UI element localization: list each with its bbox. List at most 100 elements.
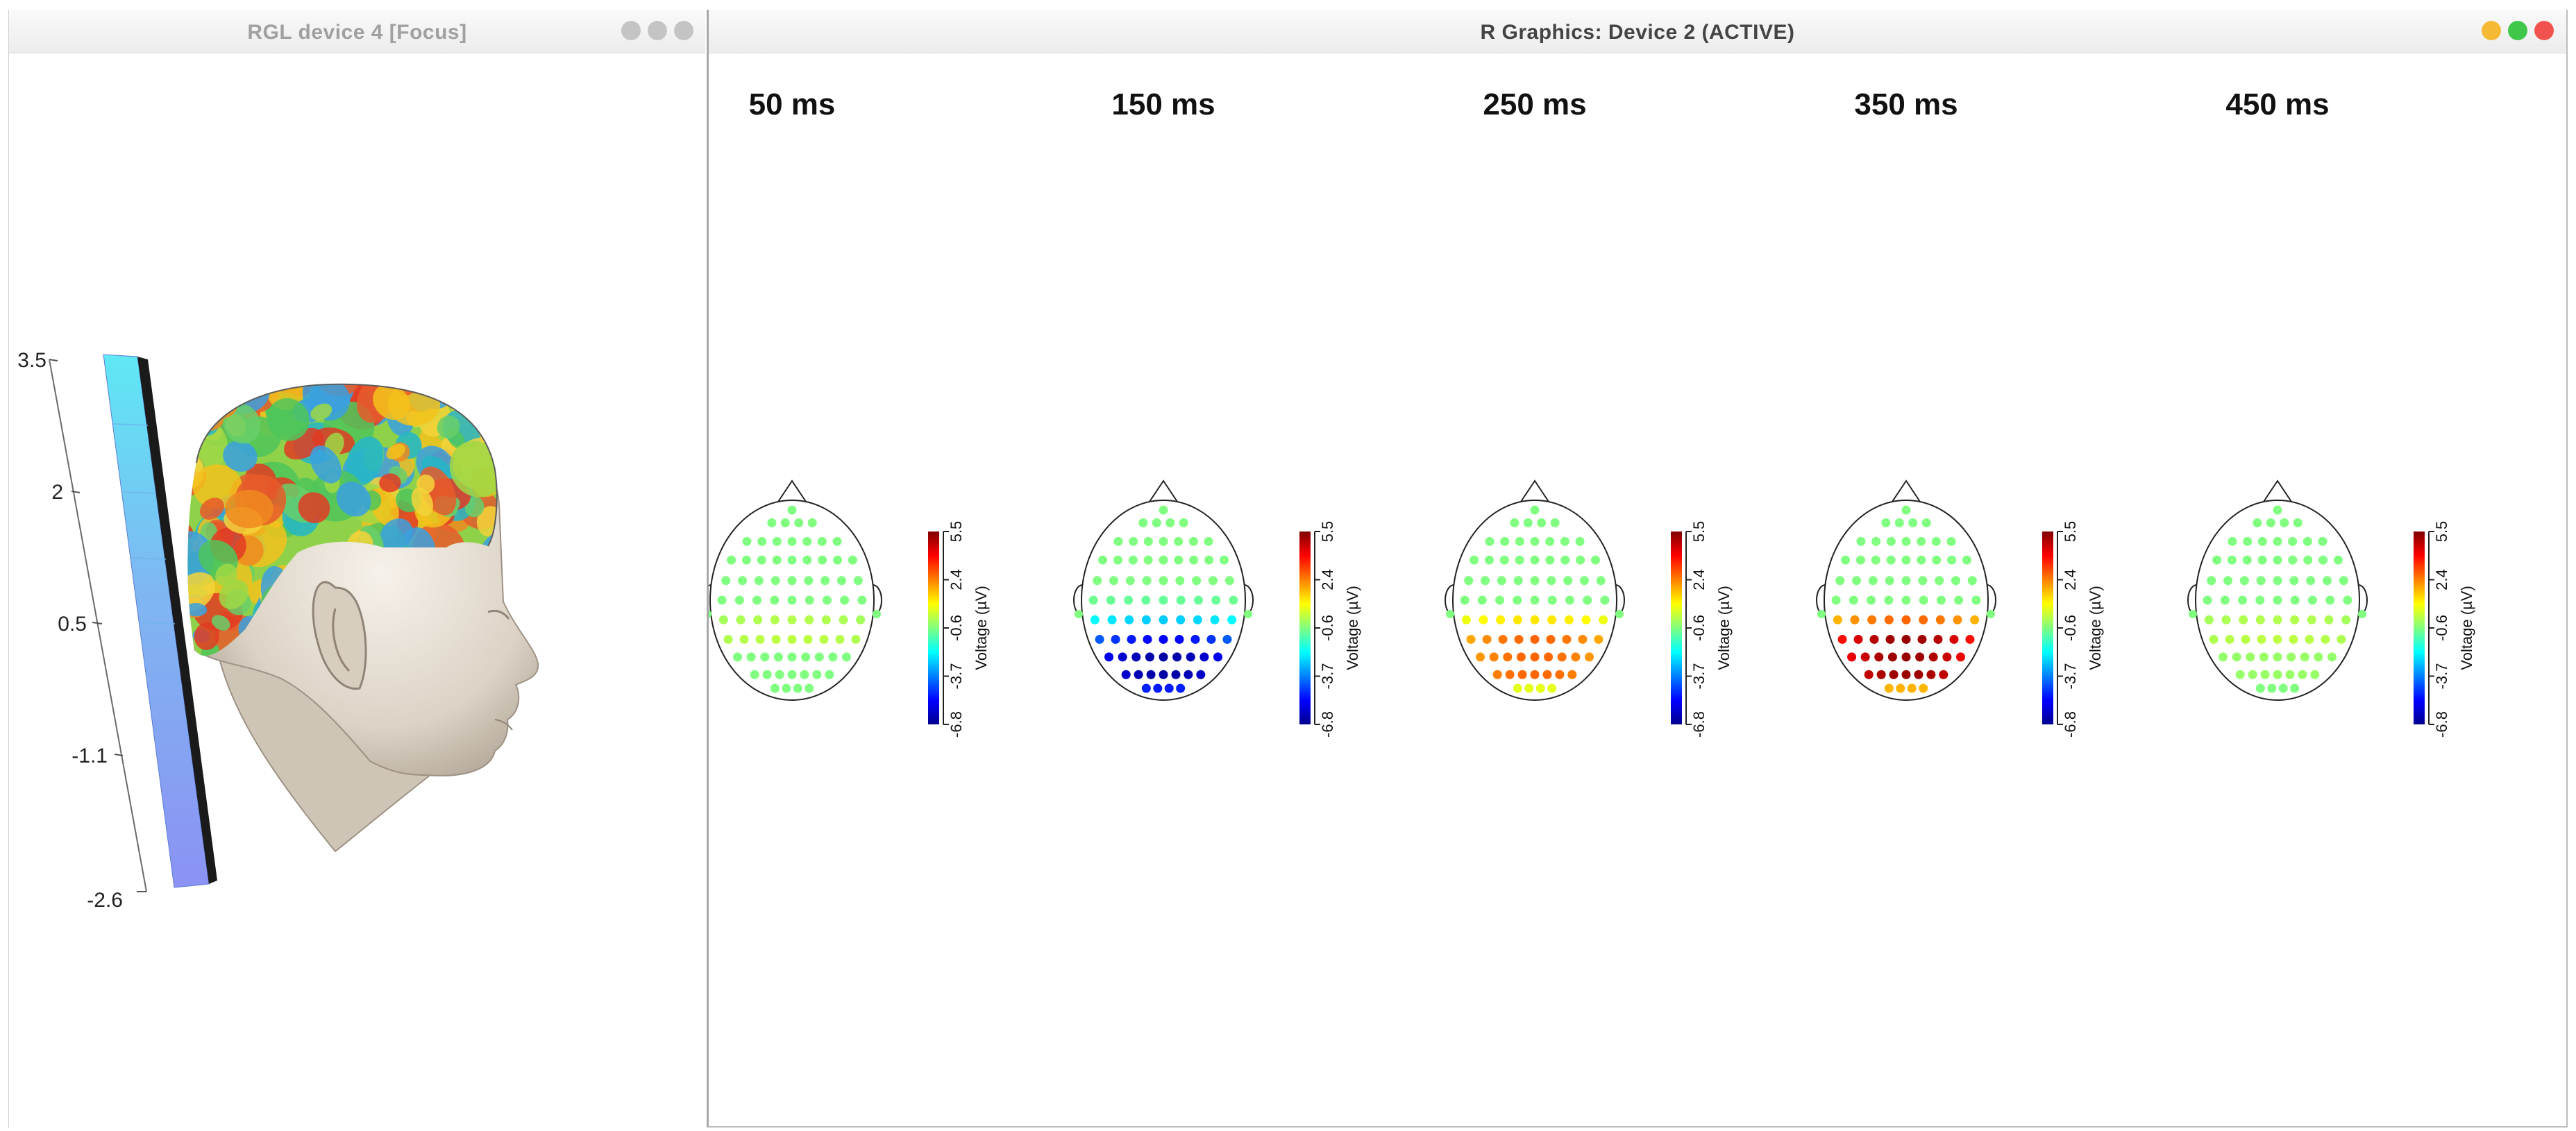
electrode-point	[2212, 555, 2222, 565]
electrode-point	[787, 536, 797, 546]
electrode-point	[1965, 634, 1975, 644]
electrode-point	[750, 670, 759, 679]
electrode-point	[787, 670, 797, 679]
electrode-point	[2314, 652, 2323, 662]
rgl-close-button[interactable]	[674, 21, 693, 40]
electrode-point	[1095, 634, 1104, 644]
electrode-point	[1075, 610, 1083, 618]
electrode-point	[1901, 505, 1911, 515]
electrode-point	[1889, 670, 1899, 679]
r-graphics-close-button[interactable]	[2534, 21, 2554, 40]
rgl-titlebar[interactable]: RGL device 4 [Focus]	[9, 10, 705, 53]
electrode-point	[1224, 576, 1234, 586]
electrode-point	[1530, 634, 1540, 644]
electrode-point	[1562, 634, 1572, 644]
electrode-point	[1557, 652, 1567, 662]
electrode-point	[1184, 670, 1193, 679]
electrode-point	[1935, 576, 1944, 586]
electrode-point	[1918, 576, 1928, 586]
electrode-point	[2257, 536, 2267, 546]
electrode-point	[1204, 555, 1214, 565]
electrode-point	[1600, 595, 1610, 605]
electrode-point	[1901, 595, 1911, 605]
electrode-point	[741, 555, 751, 565]
electrode-point	[753, 615, 763, 624]
electrode-point	[2307, 615, 2316, 624]
colorbar-tick-label: 5.5	[1319, 521, 1336, 543]
electrode-point	[1530, 652, 1540, 662]
electrode-point	[1547, 615, 1557, 624]
electrode-point	[1560, 555, 1570, 565]
electrode-point	[1503, 652, 1513, 662]
electrode-point	[1933, 634, 1943, 644]
electrode-point	[1530, 615, 1540, 624]
electrode-point	[2337, 634, 2346, 644]
rgl-minimize-button[interactable]	[621, 21, 641, 40]
electrode-point	[1860, 652, 1870, 662]
electrode-point	[780, 518, 790, 528]
electrode-point	[1869, 634, 1879, 644]
electrode-point	[1129, 536, 1138, 546]
electrode-point	[2341, 615, 2351, 624]
electrode-point	[1841, 555, 1851, 565]
electrode-point	[1530, 670, 1540, 679]
r-graphics-titlebar[interactable]: R Graphics: Device 2 (ACTIVE)	[709, 10, 2566, 53]
electrode-point	[723, 634, 733, 644]
electrode-point	[1571, 652, 1581, 662]
electrode-point	[1951, 576, 1960, 586]
rgl-canvas[interactable]: 3.5 2 0.5 -1.1 -2.6	[9, 53, 705, 1128]
electrode-point	[2235, 670, 2245, 679]
electrode-point	[1213, 652, 1222, 662]
electrode-point	[1530, 576, 1540, 586]
electrode-point	[805, 683, 814, 693]
electrode-point	[1919, 615, 1928, 624]
electrode-point	[2266, 518, 2275, 528]
colorbar-tick-label: -3.7	[2062, 663, 2079, 690]
electrode-point	[1817, 610, 1826, 618]
voltage-colorbar	[2414, 532, 2425, 724]
electrode-point	[1874, 652, 1884, 662]
rgl-3d-scene[interactable]: 3.5 2 0.5 -1.1 -2.6	[9, 53, 706, 1128]
electrode-point	[1174, 536, 1184, 546]
electrode-point	[836, 576, 846, 586]
electrode-point	[2290, 615, 2300, 624]
electrode-point	[1932, 555, 1942, 565]
r-graphics-maximize-button[interactable]	[2508, 21, 2527, 40]
electrode-point	[1576, 555, 1585, 565]
electrode-point	[1962, 555, 1971, 565]
electrode-point	[1229, 595, 1238, 605]
head-model-3d[interactable]	[160, 348, 539, 853]
electrode-point	[2232, 652, 2241, 662]
nose-outline	[775, 479, 809, 507]
rgl-maximize-button[interactable]	[648, 21, 667, 40]
electrode-point	[819, 634, 829, 644]
electrode-point	[1575, 536, 1585, 546]
electrode-point	[1578, 634, 1588, 644]
electrode-point	[2219, 652, 2228, 662]
electrode-point	[1886, 555, 1896, 565]
electrode-point	[848, 555, 857, 565]
electrode-point	[1515, 555, 1524, 565]
electrode-point	[2290, 595, 2300, 605]
electrode-point	[2273, 615, 2282, 624]
electrode-point	[2189, 610, 2197, 618]
electrode-point	[1884, 595, 1894, 605]
electrode-point	[1211, 595, 1221, 605]
r-graphics-minimize-button[interactable]	[2482, 21, 2501, 40]
electrode-point	[1516, 652, 1526, 662]
electrode-point	[787, 595, 797, 605]
electrode-point	[1530, 595, 1540, 605]
electrode-point	[1159, 595, 1168, 605]
electrode-point	[1615, 610, 1624, 618]
electrode-point	[800, 670, 809, 679]
colorbar-tick-label: -6.8	[1319, 711, 1336, 738]
electrode-point	[1505, 670, 1515, 679]
electrode-point	[2307, 595, 2317, 605]
rgl-tick-label: 0.5	[58, 613, 87, 636]
electrode-point	[1864, 670, 1874, 679]
colorbar-axis-label: Voltage (µV)	[1715, 586, 1733, 670]
electrode-point	[2256, 576, 2266, 586]
electrode-point	[2289, 634, 2298, 644]
electrode-point	[1098, 555, 1108, 565]
nose-outline	[2260, 479, 2295, 507]
